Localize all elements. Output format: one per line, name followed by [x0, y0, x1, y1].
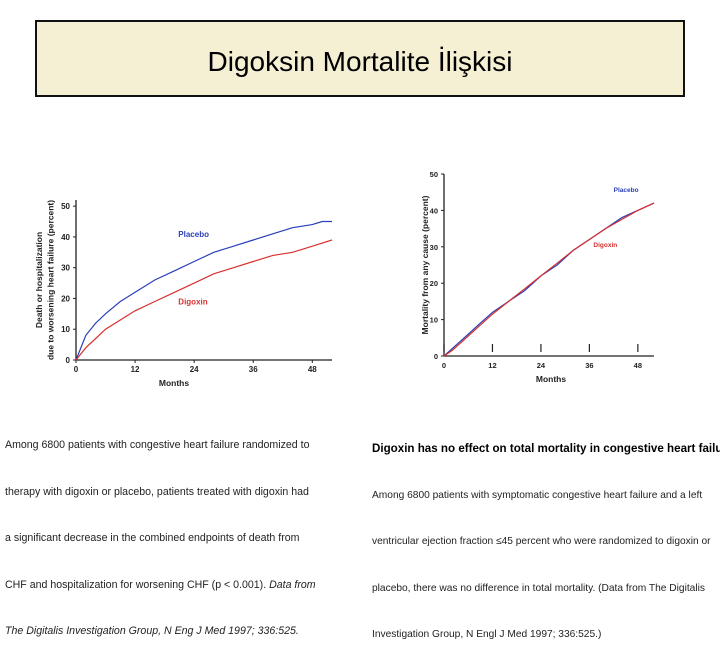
x-tick-label: 24	[190, 365, 199, 374]
x-tick-label: 36	[585, 361, 593, 370]
x-tick-label: 24	[537, 361, 546, 370]
y-axis-label: Death or hospitalization	[34, 232, 44, 328]
x-tick-label: 48	[308, 365, 317, 374]
y-tick-label: 50	[61, 202, 70, 211]
chart-left: 0 10 20 30 40 50 0 12 24 36 48 Months Death or hospi…	[34, 200, 333, 388]
chart-right: 0 10 20 30 40 50 0 12 24 36 48 Months Mortality from…	[420, 170, 655, 384]
right-caption-title: Digoxin has no effect on total mortality…	[372, 442, 720, 455]
y-axis-label: Mortality from any cause (percent)	[420, 195, 430, 334]
x-axis-label: Months	[159, 378, 189, 388]
right-caption-line: ventricular ejection fraction ≤45 percen…	[372, 536, 711, 547]
x-tick-label: 12	[131, 365, 140, 374]
series-line-digoxin	[443, 202, 655, 357]
y-tick-label: 50	[430, 170, 438, 179]
left-caption: Among 6800 patients with congestive hear…	[5, 407, 316, 655]
series-label-digoxin: Digoxin	[593, 242, 617, 249]
series-label-placebo: Placebo	[178, 230, 209, 239]
slide-title: Digoksin Mortalite İlişkisi	[207, 46, 513, 77]
y-tick-label: 40	[61, 233, 70, 242]
y-tick-label: 30	[430, 243, 438, 252]
left-caption-line: therapy with digoxin or placebo, patient…	[5, 485, 309, 498]
left-caption-line: a significant decrease in the combined e…	[5, 532, 300, 544]
left-caption-line-with-source: CHF and hospitalization for worsening CH…	[5, 578, 316, 594]
x-tick-label: 12	[488, 361, 496, 370]
right-caption: Digoxin has no effect on total mortality…	[372, 410, 720, 658]
y-tick-label: 20	[61, 294, 70, 303]
y-tick-label: 10	[61, 325, 70, 334]
series-label-digoxin: Digoxin	[178, 298, 207, 307]
right-caption-line: placebo, there was no difference in tota…	[372, 582, 705, 594]
left-caption-source: The Digitalis Investigation Group, N Eng…	[5, 625, 299, 637]
y-tick-label: 40	[430, 206, 438, 215]
y-tick-label: 10	[430, 316, 438, 325]
y-tick-label: 0	[66, 356, 71, 365]
right-caption-line: Among 6800 patients with symptomatic con…	[372, 489, 703, 501]
right-caption-line: Investigation Group, N Engl J Med 1997; …	[372, 629, 602, 640]
x-tick-label: 48	[634, 361, 642, 370]
y-tick-label: 20	[430, 279, 438, 288]
y-axis-label: due to worsening heart failure (percent)	[46, 200, 56, 360]
y-tick-label: 30	[61, 264, 70, 273]
left-caption-line: Among 6800 patients with congestive hear…	[5, 439, 310, 451]
x-axis-label: Months	[536, 374, 566, 384]
x-tick-label: 36	[249, 365, 258, 374]
left-caption-line: CHF and hospitalization for worsening CH…	[5, 578, 270, 591]
title-box: Digoksin Mortalite İlişkisi	[35, 20, 685, 97]
y-tick-label: 0	[434, 352, 438, 361]
x-tick-label: 0	[442, 361, 446, 370]
series-line-digoxin	[75, 239, 333, 361]
series-line-placebo	[75, 220, 332, 361]
x-tick-label: 0	[74, 365, 79, 374]
left-caption-source-lead: Data from	[269, 578, 316, 591]
series-line-placebo	[443, 202, 655, 357]
series-label-placebo: Placebo	[614, 187, 639, 194]
